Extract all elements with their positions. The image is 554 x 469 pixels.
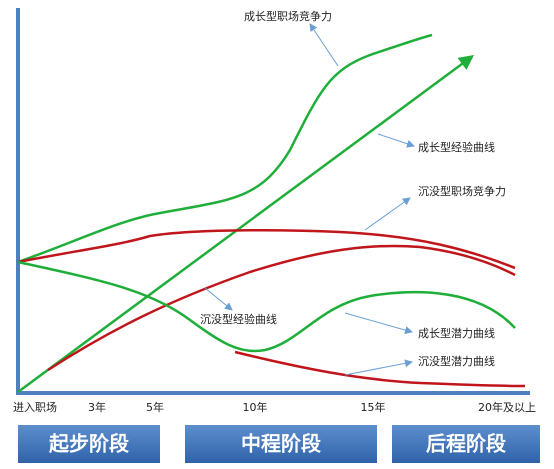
stage-box <box>185 425 377 463</box>
sunk-potential-curve <box>234 350 526 388</box>
x-label: 20年及以上 <box>478 400 536 414</box>
annotation: 沉没型经验曲线 <box>200 312 277 326</box>
sunk-competitiveness-curve <box>17 228 516 270</box>
x-label: 3年 <box>88 400 106 414</box>
annotation: 沉没型职场竞争力 <box>418 184 506 198</box>
growth-potential-curve <box>47 244 516 372</box>
arrow <box>344 359 413 376</box>
x-label: 10年 <box>243 400 268 414</box>
arrow <box>204 287 233 311</box>
x-label: 15年 <box>361 400 386 414</box>
annotation: 成长型潜力曲线 <box>418 326 495 340</box>
stage-box <box>392 425 540 463</box>
arrow <box>364 197 411 231</box>
stage-label: 后程阶段 <box>426 432 506 456</box>
stage-box <box>18 425 160 463</box>
growth-competitiveness-curve <box>17 33 433 264</box>
arrow <box>377 133 415 148</box>
x-label: 进入职场 <box>13 400 57 414</box>
sunk-experience-curve <box>17 260 516 353</box>
arrow <box>309 23 339 67</box>
stage-label: 中程阶段 <box>241 432 321 456</box>
stage-label: 起步阶段 <box>48 432 129 456</box>
x-label: 5年 <box>146 400 164 414</box>
arrow <box>344 312 413 334</box>
annotation: 成长型职场竞争力 <box>244 9 332 23</box>
annotation: 沉没型潜力曲线 <box>418 354 495 368</box>
annotation: 成长型经验曲线 <box>418 140 495 154</box>
growth-experience-curve <box>17 55 475 394</box>
